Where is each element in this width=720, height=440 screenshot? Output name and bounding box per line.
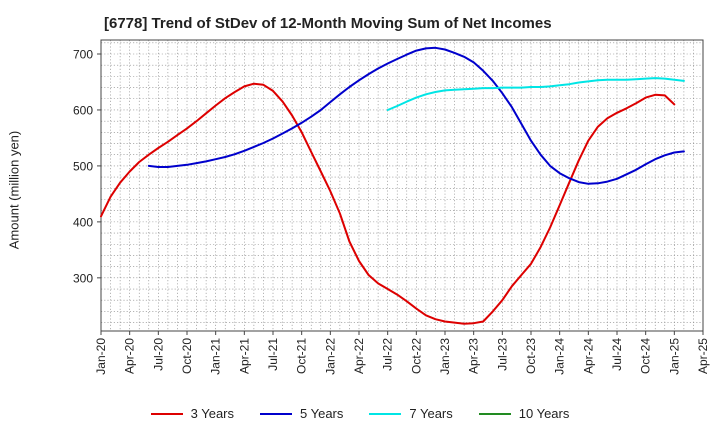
legend: 3 Years 5 Years 7 Years 10 Years <box>0 406 720 421</box>
x-tick-label: Jan-25 <box>667 338 681 375</box>
x-tick-label: Apr-21 <box>237 338 251 374</box>
x-tick-label: Oct-22 <box>409 338 423 374</box>
x-tick-label: Jan-24 <box>553 338 567 375</box>
series-line-5-years <box>147 46 685 185</box>
series-lines <box>100 46 685 325</box>
legend-swatch <box>369 412 402 415</box>
y-tick-label: 300 <box>73 271 93 285</box>
legend-swatch <box>478 412 511 415</box>
x-tick-label: Apr-25 <box>696 338 710 374</box>
x-tick-label: Oct-21 <box>295 338 309 374</box>
legend-item: 7 Years <box>369 406 453 421</box>
axes <box>97 39 704 335</box>
x-tick-label: Jul-22 <box>381 338 395 371</box>
x-tick-label: Oct-23 <box>524 338 538 374</box>
legend-label: 7 Years <box>409 406 453 421</box>
x-tick-label: Apr-24 <box>581 338 595 374</box>
legend-swatch <box>150 412 183 415</box>
chart-title: [6778] Trend of StDev of 12-Month Moving… <box>104 15 552 32</box>
legend-label: 10 Years <box>518 406 570 421</box>
x-tick-label: Jul-23 <box>495 338 509 371</box>
x-tick-label: Jan-22 <box>323 338 337 375</box>
x-tick-label: Jan-23 <box>438 338 452 375</box>
series-line-7-years <box>386 77 685 111</box>
x-tick-label: Oct-24 <box>639 338 653 374</box>
x-tick-label: Jul-24 <box>610 338 624 371</box>
x-tick-label: Jul-20 <box>151 338 165 371</box>
legend-item: 10 Years <box>478 406 570 421</box>
x-tick-label: Oct-20 <box>180 338 194 374</box>
series-line-3-years <box>100 82 676 325</box>
plot-frame <box>100 39 704 332</box>
y-tick-label: 500 <box>73 159 93 173</box>
legend-item: 5 Years <box>260 406 343 421</box>
legend-swatch <box>260 412 292 415</box>
x-tick-label: Apr-20 <box>123 338 137 374</box>
legend-label: 5 Years <box>300 406 344 421</box>
y-tick-label: 600 <box>73 103 93 117</box>
grid-lines <box>100 40 704 331</box>
x-tick-label: Jan-21 <box>209 338 223 375</box>
y-tick-label: 700 <box>73 47 93 61</box>
legend-label: 3 Years <box>190 406 234 421</box>
x-tick-label: Jul-21 <box>266 338 280 371</box>
tick-labels: 300 400 500 600 700 Jan-20 Apr-20 Jul-20 Oct-20 J… <box>73 47 710 374</box>
x-tick-label: Jan-20 <box>94 338 108 375</box>
legend-item: 3 Years <box>150 406 234 421</box>
y-tick-label: 400 <box>73 215 93 229</box>
x-tick-label: Apr-22 <box>352 338 366 374</box>
x-tick-label: Apr-23 <box>467 338 481 374</box>
